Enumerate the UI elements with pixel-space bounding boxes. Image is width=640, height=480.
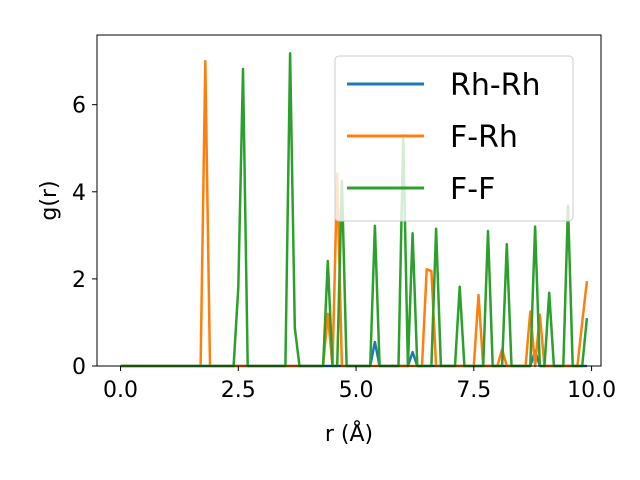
y-tick-label: 2 <box>72 268 86 293</box>
x-axis: 0.0 2.5 5.0 7.5 10.0 <box>103 366 616 403</box>
plot-frame <box>96 34 602 367</box>
x-tick-label: 2.5 <box>221 378 256 403</box>
legend-label: F-Rh <box>450 120 518 155</box>
y-axis: 0 2 4 6 <box>72 94 97 380</box>
legend-label: Rh-Rh <box>450 68 541 103</box>
y-tick-label: 6 <box>72 94 86 119</box>
x-tick-label: 7.5 <box>456 378 491 403</box>
x-tick-label: 5.0 <box>339 378 374 403</box>
x-tick-label: 0.0 <box>103 378 138 403</box>
legend: Rh-Rh F-Rh F-F <box>334 55 574 222</box>
x-axis-label: r (Å) <box>325 420 373 447</box>
legend-label: F-F <box>450 172 495 207</box>
y-axis-label: g(r) <box>37 180 62 220</box>
legend-box <box>334 55 574 222</box>
y-tick-label: 4 <box>72 181 86 206</box>
y-tick-label: 0 <box>72 355 86 380</box>
x-tick-label: 10.0 <box>567 378 616 403</box>
